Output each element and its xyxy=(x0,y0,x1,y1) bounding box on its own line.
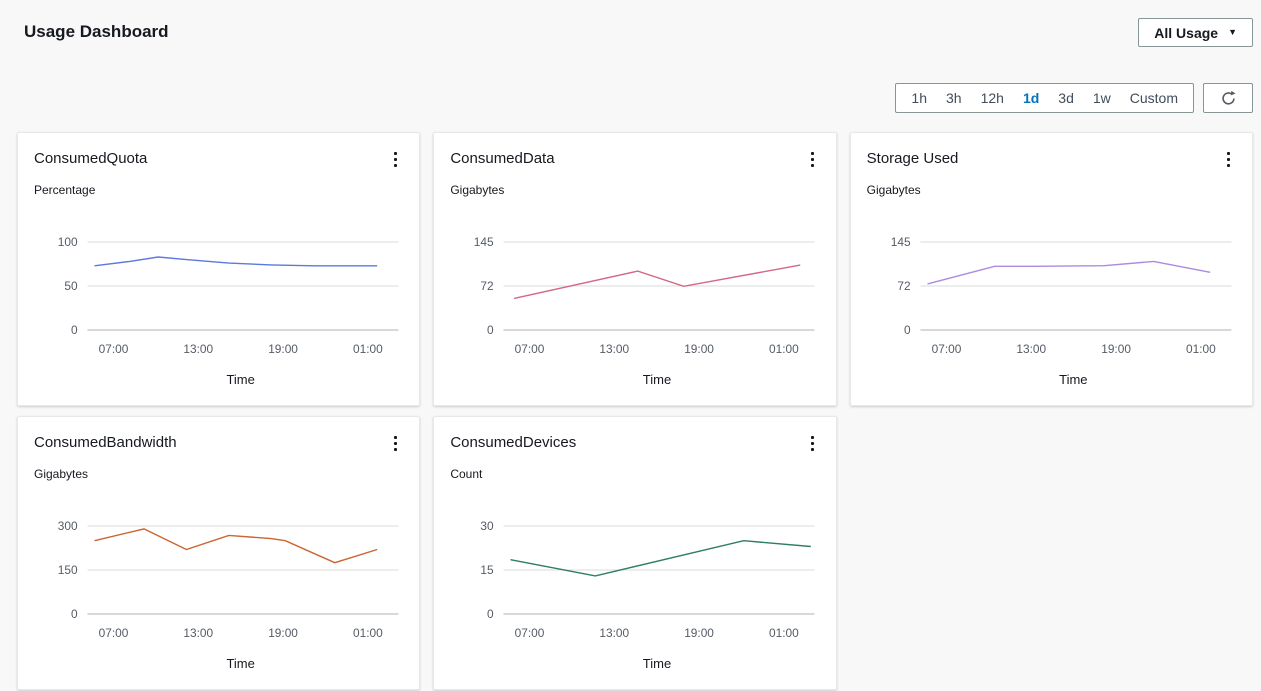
time-range-option-1w[interactable]: 1w xyxy=(1092,90,1111,106)
x-axis-tick: 07:00 xyxy=(515,626,545,640)
data-line xyxy=(510,539,812,577)
chart-title: Storage Used xyxy=(866,150,959,167)
chart-title: ConsumedDevices xyxy=(450,434,577,451)
line-chart: 145 72 0 07:00 13:00 19:00 01:00 xyxy=(450,233,819,359)
chart-title: ConsumedData xyxy=(450,150,555,167)
y-axis-tick: 30 xyxy=(481,519,495,533)
y-axis-tick: 50 xyxy=(64,279,78,293)
data-line xyxy=(926,260,1210,285)
x-axis-tick: 01:00 xyxy=(769,626,799,640)
chart-card-storage-used: Storage Used Gigabytes 145 72 0 07:00 13:00 1… xyxy=(849,132,1253,406)
y-axis-tick: 72 xyxy=(481,279,495,293)
data-line xyxy=(94,256,378,267)
kebab-menu-button[interactable] xyxy=(805,434,820,453)
x-axis-title: Time xyxy=(1059,372,1088,387)
x-axis-tick: 19:00 xyxy=(685,626,715,640)
time-range-option-1d[interactable]: 1d xyxy=(1022,90,1040,106)
kebab-menu-button[interactable] xyxy=(388,150,403,169)
time-range-option-custom[interactable]: Custom xyxy=(1129,90,1178,106)
line-chart: 30 15 0 07:00 13:00 19:00 01:00 xyxy=(450,517,819,643)
x-axis-tick: 07:00 xyxy=(931,342,961,356)
time-range-option-12h[interactable]: 12h xyxy=(980,90,1004,106)
y-axis-tick: 0 xyxy=(71,607,78,621)
data-line xyxy=(94,528,378,564)
kebab-icon xyxy=(394,152,398,155)
chart-canvas: 100 50 0 07:00 13:00 19:00 01:00 xyxy=(58,235,399,356)
time-range-option-3d[interactable]: 3d xyxy=(1058,90,1074,106)
x-axis-title: Time xyxy=(226,656,255,671)
x-axis-tick: 13:00 xyxy=(183,626,213,640)
y-axis-tick: 72 xyxy=(897,279,911,293)
dashboard-grid: ConsumedQuota Percentage 100 50 0 07:00 13:0… xyxy=(0,113,1261,690)
time-controls-row: 1h 3h 12h 1d 3d 1w Custom xyxy=(0,83,1261,113)
kebab-icon xyxy=(810,436,814,439)
chart-canvas: 145 72 0 07:00 13:00 19:00 01:00 xyxy=(474,235,815,356)
chart-canvas: 30 15 0 07:00 13:00 19:00 01:00 xyxy=(481,519,815,640)
x-axis-title: Time xyxy=(226,372,255,387)
x-axis-tick: 07:00 xyxy=(99,626,129,640)
refresh-icon xyxy=(1221,90,1236,105)
x-axis-tick: 01:00 xyxy=(769,342,799,356)
y-axis-tick: 145 xyxy=(890,235,910,249)
data-line xyxy=(514,264,801,300)
x-axis-tick: 01:00 xyxy=(353,342,383,356)
y-axis-tick: 0 xyxy=(487,323,494,337)
x-axis-tick: 01:00 xyxy=(1186,342,1216,356)
y-axis-tick: 150 xyxy=(58,563,78,577)
x-axis-tick: 13:00 xyxy=(600,342,630,356)
x-axis-tick: 19:00 xyxy=(685,342,715,356)
x-axis-tick: 13:00 xyxy=(1016,342,1046,356)
chart-title: ConsumedQuota xyxy=(34,150,148,167)
kebab-icon xyxy=(810,152,814,155)
page-header: Usage Dashboard All Usage ▼ xyxy=(0,0,1261,47)
refresh-button[interactable] xyxy=(1203,83,1253,113)
y-axis-tick: 300 xyxy=(58,519,78,533)
x-axis-title: Time xyxy=(642,656,672,671)
chart-unit-label: Gigabytes xyxy=(866,183,921,197)
x-axis-tick: 13:00 xyxy=(183,342,213,356)
kebab-menu-button[interactable] xyxy=(1221,150,1236,169)
time-range-selector: 1h 3h 12h 1d 3d 1w Custom xyxy=(895,83,1194,113)
chart-unit-label: Percentage xyxy=(34,183,96,197)
x-axis-tick: 19:00 xyxy=(268,342,298,356)
usage-filter-label: All Usage xyxy=(1154,24,1219,41)
time-range-option-1h[interactable]: 1h xyxy=(911,90,927,106)
y-axis-tick: 100 xyxy=(58,235,78,249)
chart-card-consumed-data: ConsumedData Gigabytes 145 72 0 07:00 13:00 1… xyxy=(433,132,837,406)
line-chart: 145 72 0 07:00 13:00 19:00 01:00 xyxy=(867,233,1236,359)
x-axis-tick: 07:00 xyxy=(99,342,129,356)
kebab-menu-button[interactable] xyxy=(388,434,403,453)
kebab-menu-button[interactable] xyxy=(805,150,820,169)
chart-card-consumed-quota: ConsumedQuota Percentage 100 50 0 07:00 13:0… xyxy=(17,132,421,406)
chart-canvas: 300 150 0 07:00 13:00 19:00 01:00 xyxy=(58,519,399,640)
kebab-icon xyxy=(1227,152,1230,155)
y-axis-tick: 15 xyxy=(481,563,495,577)
y-axis-tick: 0 xyxy=(904,323,911,337)
x-axis-tick: 19:00 xyxy=(1101,342,1131,356)
chart-unit-label: Gigabytes xyxy=(450,183,505,197)
line-chart: 100 50 0 07:00 13:00 19:00 01:00 xyxy=(34,233,403,359)
chart-canvas: 145 72 0 07:00 13:00 19:00 01:00 xyxy=(890,235,1232,356)
x-axis-tick: 13:00 xyxy=(600,626,630,640)
chart-unit-label: Count xyxy=(450,467,483,481)
chart-title: ConsumedBandwidth xyxy=(34,434,177,451)
x-axis-title: Time xyxy=(642,372,672,387)
y-axis-tick: 0 xyxy=(71,323,78,337)
y-axis-tick: 0 xyxy=(487,607,494,621)
time-range-option-3h[interactable]: 3h xyxy=(946,90,962,106)
chart-unit-label: Gigabytes xyxy=(34,467,89,481)
x-axis-tick: 01:00 xyxy=(353,626,383,640)
usage-filter-dropdown[interactable]: All Usage ▼ xyxy=(1138,18,1253,47)
line-chart: 300 150 0 07:00 13:00 19:00 01:00 xyxy=(34,517,403,643)
page-title: Usage Dashboard xyxy=(24,22,169,41)
y-axis-tick: 145 xyxy=(474,235,494,249)
chart-card-consumed-bandwidth: ConsumedBandwidth Gigabytes 300 150 0 07:00… xyxy=(17,416,421,690)
x-axis-tick: 07:00 xyxy=(515,342,545,356)
chevron-down-icon: ▼ xyxy=(1228,27,1237,37)
chart-card-consumed-devices: ConsumedDevices Count 30 15 0 07:00 13:00 19:… xyxy=(433,416,837,690)
kebab-icon xyxy=(394,436,398,439)
x-axis-tick: 19:00 xyxy=(268,626,298,640)
